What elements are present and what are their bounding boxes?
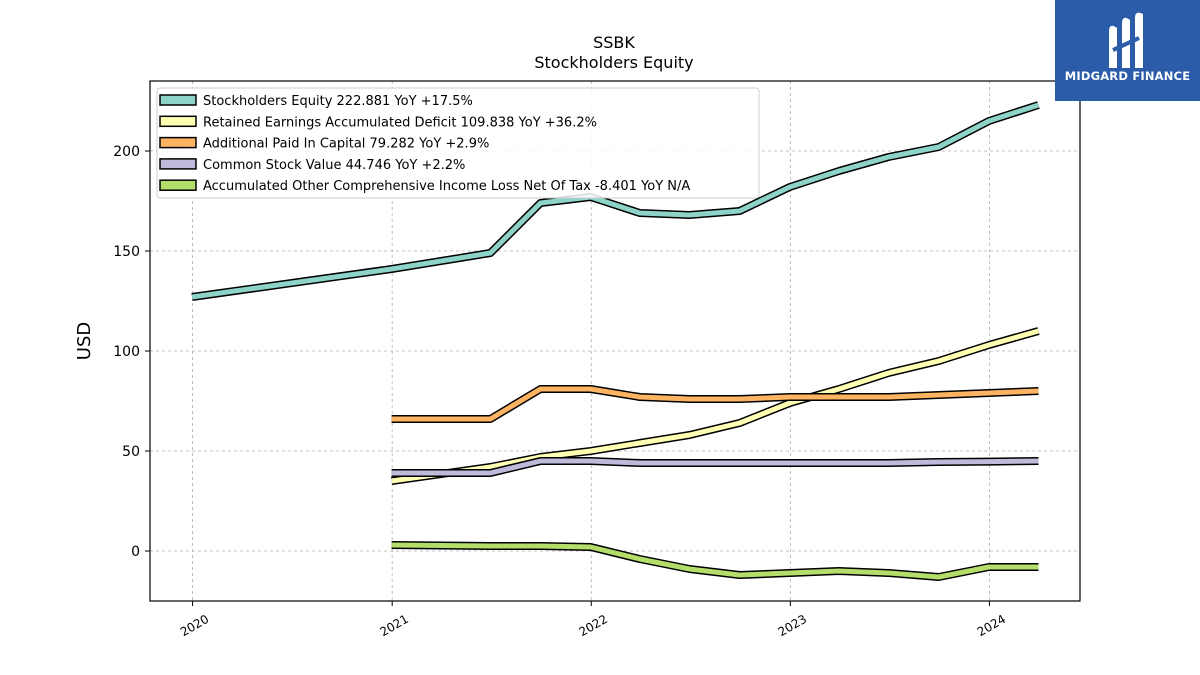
legend-label-1: Retained Earnings Accumulated Deficit 10… [203, 115, 597, 130]
legend-swatch-1 [159, 115, 197, 128]
legend-swatch-4 [159, 179, 197, 191]
y-axis-label: USD [74, 322, 95, 360]
legend-swatch-3 [159, 158, 197, 170]
chart-subtitle: Stockholders Equity [534, 53, 693, 72]
plot-frame [149, 80, 1081, 602]
midgard-m-icon [1109, 12, 1143, 69]
series-line-0 [191, 102, 1040, 300]
legend-label-2: Additional Paid In Capital 79.282 YoY +2… [203, 137, 489, 152]
legend-label-0: Stockholders Equity 222.881 YoY +17.5% [203, 94, 473, 109]
x-tick-label: 2020 [178, 612, 211, 639]
legend-swatch-2 [159, 136, 197, 149]
legend-label-3: Common Stock Value 44.746 YoY +2.2% [203, 158, 465, 173]
brand-name: MIDGARD FINANCE [1064, 69, 1191, 83]
legend-label-4: Accumulated Other Comprehensive Income L… [203, 179, 690, 194]
y-tick-label: 150 [113, 244, 140, 260]
y-tick-label: 100 [113, 344, 140, 360]
y-tick-label: 50 [122, 444, 140, 460]
y-tick-label: 0 [131, 544, 140, 560]
x-tick-label: 2022 [577, 612, 610, 639]
x-ticks: 2020 2021 2022 2023 2024 [178, 601, 1008, 639]
legend: Stockholders Equity 222.881 YoY +17.5% Re… [156, 87, 760, 199]
series-line-4 [391, 542, 1039, 580]
x-tick-label: 2021 [377, 612, 410, 639]
legend-box [156, 87, 760, 199]
x-tick-label: 2023 [776, 612, 809, 639]
x-tick-label: 2024 [975, 612, 1008, 639]
brand-logo: MIDGARD FINANCE [1055, 0, 1200, 101]
y-ticks: 0 50 100 150 200 [113, 144, 150, 560]
series-line-2 [391, 386, 1039, 422]
series-group [191, 101, 1040, 581]
y-tick-label: 200 [113, 144, 140, 160]
chart-title: SSBK [593, 33, 635, 52]
legend-swatch-0 [159, 94, 197, 106]
series-line-3 [391, 458, 1039, 476]
